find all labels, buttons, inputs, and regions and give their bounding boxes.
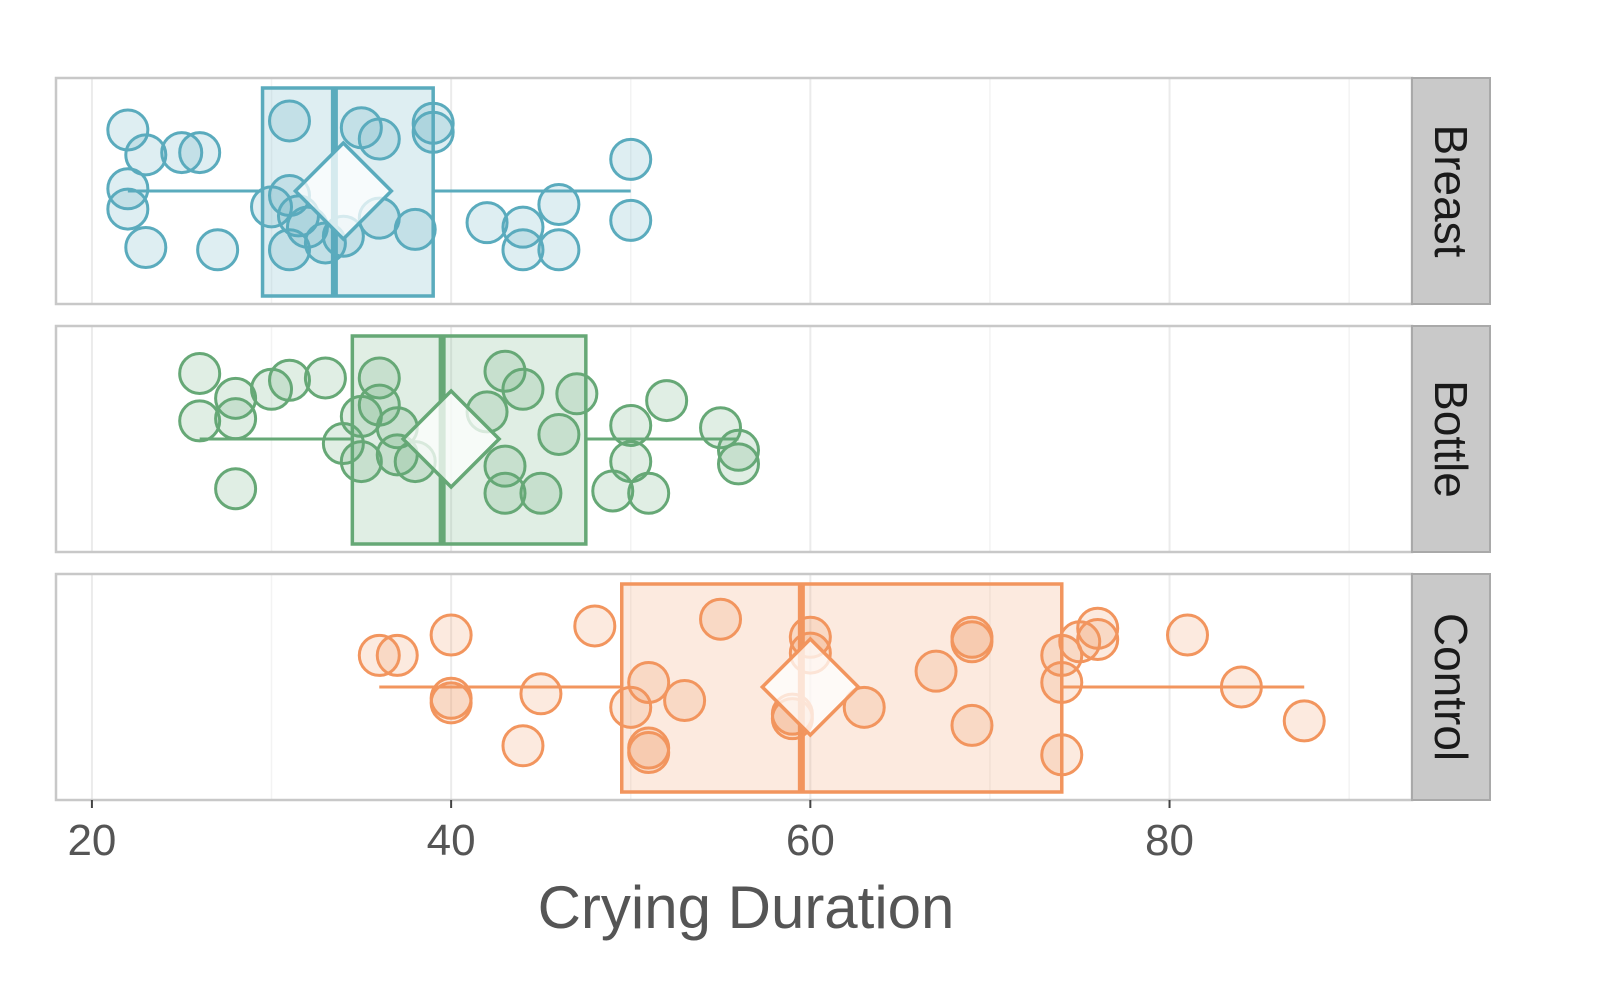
data-point <box>573 604 617 648</box>
data-point <box>537 412 581 456</box>
data-point <box>178 351 222 395</box>
data-point <box>429 613 473 657</box>
data-point <box>501 724 545 768</box>
data-point <box>178 131 222 175</box>
data-point <box>519 471 563 515</box>
facet-panel-bottle: Bottle <box>54 324 1491 554</box>
data-point <box>537 183 581 227</box>
facet-panel-control: Control <box>54 572 1491 802</box>
x-tick-label: 80 <box>1145 816 1194 865</box>
facet-strip-label: Control <box>1425 613 1477 761</box>
data-point <box>699 406 743 450</box>
data-point <box>483 349 527 393</box>
x-tick-label: 40 <box>427 816 476 865</box>
data-point <box>465 201 509 245</box>
data-point <box>699 597 743 641</box>
data-point <box>627 660 671 704</box>
data-point <box>357 117 401 161</box>
data-point <box>285 205 329 249</box>
data-point <box>160 131 204 175</box>
facet-strip-label: Breast <box>1425 125 1477 258</box>
mean-diamond <box>292 140 394 242</box>
data-point <box>537 228 581 272</box>
data-point <box>106 187 150 231</box>
data-point <box>1165 613 1209 657</box>
data-point <box>429 681 473 725</box>
data-point <box>483 471 527 515</box>
data-point <box>1076 618 1120 662</box>
data-point <box>501 367 545 411</box>
data-point <box>1040 660 1084 704</box>
data-point <box>267 228 311 272</box>
x-axis: Crying Duration 20 40 60 80 <box>67 800 1194 941</box>
data-point <box>214 397 258 441</box>
data-point <box>645 379 689 423</box>
facet-panels-layer: Breast Bottle Control <box>54 76 1491 802</box>
data-point <box>357 633 401 677</box>
data-point <box>267 358 311 402</box>
data-point <box>950 620 994 664</box>
facet-strip <box>1411 77 1491 305</box>
mean-diamond <box>759 636 861 738</box>
data-point <box>178 399 222 443</box>
data-point <box>375 633 419 677</box>
data-point <box>950 703 994 747</box>
data-point <box>411 110 455 154</box>
x-axis-title: Crying Duration <box>538 874 955 941</box>
data-point <box>214 467 258 511</box>
data-point <box>716 428 760 472</box>
data-point <box>609 137 653 181</box>
data-point <box>1076 606 1120 650</box>
facet-strip <box>1411 573 1491 801</box>
data-point <box>591 469 635 513</box>
data-point <box>267 99 311 143</box>
data-point <box>914 649 958 693</box>
mean-diamond <box>400 388 502 490</box>
facet-panel-breast: Breast <box>54 76 1491 306</box>
data-point <box>196 228 240 272</box>
data-point <box>663 679 707 723</box>
data-point <box>609 403 653 447</box>
data-point <box>124 226 168 269</box>
data-point <box>339 440 383 484</box>
facet-strip-label: Bottle <box>1425 380 1477 498</box>
data-point <box>1040 733 1084 777</box>
data-point <box>519 672 563 716</box>
data-point <box>501 228 545 272</box>
data-point <box>1219 665 1263 709</box>
data-point <box>393 207 437 251</box>
data-point <box>842 685 886 729</box>
x-tick-label: 60 <box>786 816 835 865</box>
data-point <box>1282 699 1326 743</box>
data-point <box>627 731 671 775</box>
data-point <box>501 205 545 249</box>
data-point <box>716 442 760 486</box>
facet-strip <box>1411 325 1491 553</box>
data-point <box>303 356 347 400</box>
data-point <box>124 133 168 177</box>
data-point <box>609 198 653 242</box>
data-point <box>357 383 401 427</box>
data-point <box>555 372 599 416</box>
data-point <box>627 471 671 515</box>
data-point <box>411 101 455 145</box>
x-tick-label: 20 <box>67 816 116 865</box>
